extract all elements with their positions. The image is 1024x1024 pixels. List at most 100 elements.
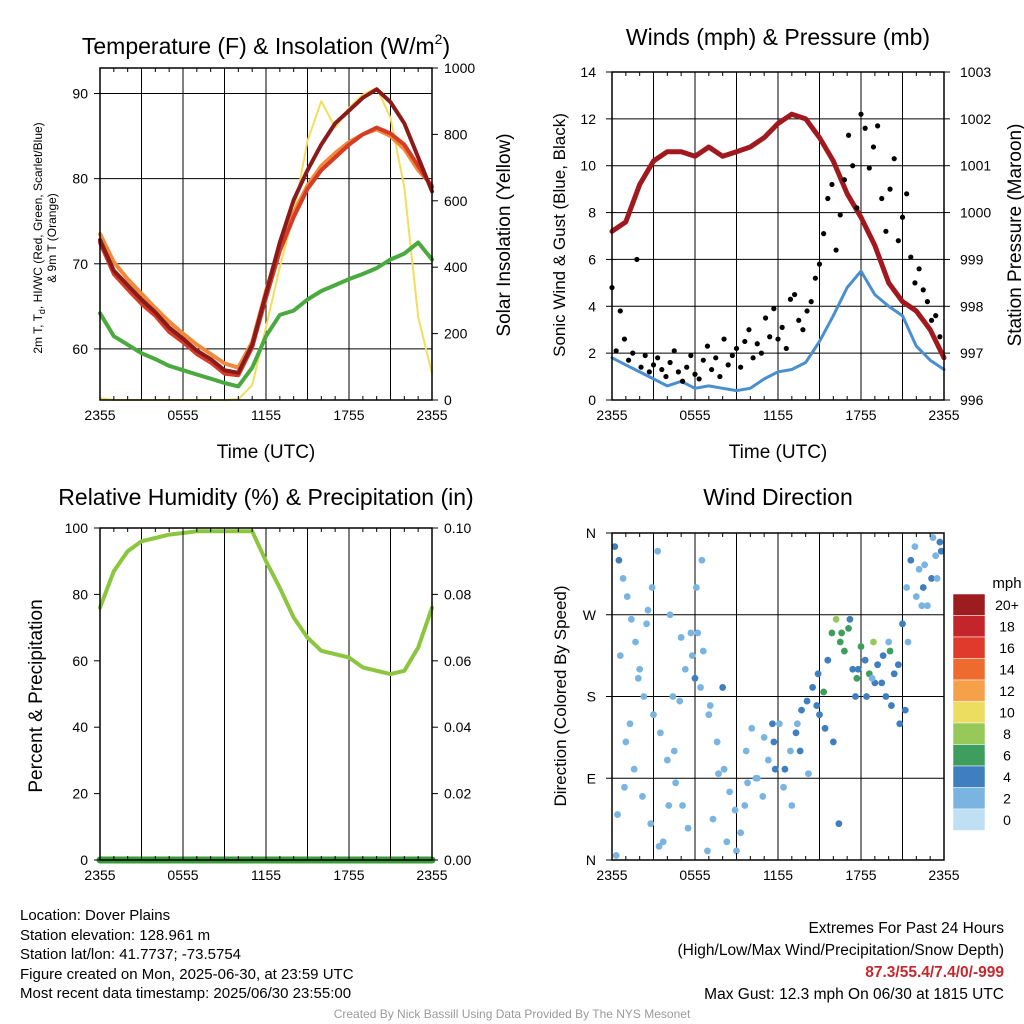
gust-point — [787, 296, 794, 302]
direction-point — [838, 629, 846, 637]
gust-point — [713, 355, 719, 361]
gust-point — [742, 338, 748, 345]
direction-point — [709, 815, 717, 823]
direction-point — [630, 765, 638, 773]
direction-point — [663, 756, 671, 764]
temp-y2-tick-label: 400 — [444, 259, 468, 275]
direction-point — [915, 565, 923, 573]
gust-point — [721, 336, 727, 342]
rh-y2-tick-label: 0.00 — [444, 852, 471, 868]
gust-point — [634, 256, 640, 263]
rh-y-tick-label: 20 — [72, 786, 88, 802]
pressure-line — [609, 111, 947, 361]
direction-point — [733, 847, 740, 855]
gust-point — [704, 343, 711, 349]
gust-point — [733, 345, 740, 352]
gust-point — [821, 231, 827, 237]
direction-point — [792, 729, 800, 737]
direction-point — [731, 806, 739, 814]
rh-y-tick-label: 100 — [65, 520, 89, 536]
direction-point — [882, 693, 890, 700]
direction-point — [748, 724, 756, 732]
gust-point — [924, 299, 931, 305]
direction-point — [742, 747, 750, 755]
direction-point — [655, 842, 663, 850]
temp-series-line — [98, 240, 434, 389]
rh-y2-tick-label: 0.04 — [444, 719, 471, 735]
legend-swatch — [952, 679, 986, 702]
direction-point — [809, 684, 816, 691]
direction-point — [803, 697, 811, 705]
created-text: Figure created on Mon, 2025-06-30, at 23… — [20, 965, 354, 983]
direction-point — [853, 674, 861, 682]
gust-point — [870, 144, 877, 150]
dir-y-tick-label: N — [586, 525, 596, 541]
direction-point — [713, 738, 721, 746]
wind-y-axis-label: Sonic Wind & Gust (Blue, Black) — [550, 113, 569, 357]
station-info: Location: Dover Plains Station elevation… — [20, 906, 354, 1004]
gust-point — [912, 280, 918, 286]
direction-point — [845, 624, 852, 632]
rh-y-tick-label: 80 — [72, 586, 88, 602]
gust-point — [762, 315, 769, 321]
direction-point — [669, 693, 677, 700]
gust-point — [879, 195, 885, 202]
legend-swatch — [952, 658, 986, 681]
temp-x-tick-label: 1155 — [251, 407, 281, 423]
rh-y2-tick-label: 0.02 — [444, 786, 471, 802]
gust-point — [866, 165, 872, 171]
temp-series-line — [98, 87, 434, 375]
gust-point — [862, 125, 868, 131]
rh-x-tick-label: 2355 — [416, 867, 447, 883]
gust-point — [904, 191, 910, 197]
direction-point — [857, 643, 865, 650]
gust-point — [771, 306, 777, 312]
temp-x-tick-label: 2355 — [416, 407, 447, 423]
gust-point — [621, 336, 628, 342]
rh-y2-tick-label: 0.08 — [444, 586, 471, 602]
temp-y-axis-label: 2m T, Td, HI/WC (Red, Green, Scarlet/Blu… — [31, 122, 47, 353]
gust-point — [758, 350, 765, 356]
direction-point — [611, 543, 619, 551]
gust-point — [692, 371, 698, 377]
elevation-text: Station elevation: 128.961 m — [20, 926, 211, 944]
gust-point — [775, 336, 781, 342]
gust-point — [854, 205, 860, 211]
direction-point — [828, 629, 836, 637]
gust-point — [920, 287, 926, 293]
direction-point — [907, 556, 915, 564]
legend-label: 14 — [999, 662, 1015, 678]
direction-point — [849, 665, 857, 673]
direction-point — [918, 602, 926, 610]
wind-chart-title: Winds (mph) & Pressure (mb) — [626, 24, 930, 50]
gust-point — [875, 123, 881, 129]
direction-point — [684, 824, 692, 832]
wind-y2-tick-label: 996 — [960, 392, 984, 408]
gust-point — [642, 352, 648, 359]
legend-label: 2 — [1003, 791, 1011, 807]
direction-point — [672, 779, 680, 787]
wind-y-tick-label: 4 — [588, 298, 596, 314]
direction-point — [720, 765, 728, 773]
gust-point — [783, 345, 789, 352]
direction-point — [836, 638, 844, 646]
wind-y-tick-label: 14 — [580, 64, 596, 80]
gust-point — [845, 132, 852, 138]
direction-point — [924, 602, 931, 610]
direction-point — [648, 584, 656, 591]
direction-point — [912, 593, 920, 600]
gust-point — [895, 238, 901, 244]
gust-point — [808, 299, 814, 305]
direction-point — [936, 538, 944, 546]
direction-point — [643, 620, 650, 628]
direction-point — [886, 647, 894, 655]
direction-point — [612, 852, 620, 859]
temp-title-superscript: 2 — [435, 31, 443, 47]
temp-x-tick-label: 1755 — [333, 407, 364, 423]
gust-point — [659, 366, 665, 373]
gust-point — [688, 352, 694, 359]
direction-point — [650, 711, 657, 719]
direction-point — [679, 802, 686, 809]
direction-point — [904, 638, 912, 646]
